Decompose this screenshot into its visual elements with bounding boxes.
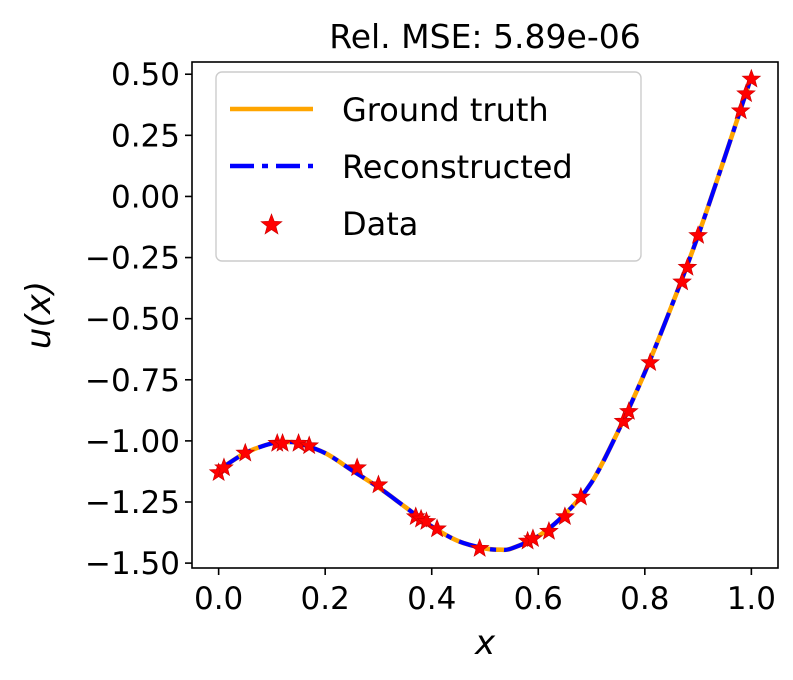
y-tick-label: 0.25 (111, 118, 180, 154)
y-tick-label: −1.50 (85, 546, 180, 582)
data-point (688, 225, 708, 244)
x-tick-label: 0.6 (514, 581, 563, 617)
data-point (555, 506, 575, 526)
data-point (677, 256, 698, 276)
data-point (347, 457, 367, 477)
x-tick-label: 1.0 (727, 581, 776, 617)
x-tick-label: 0.0 (194, 581, 243, 617)
y-tick-label: −0.50 (85, 302, 180, 338)
data-point (730, 100, 751, 120)
series-reconstructed-line (217, 76, 754, 552)
legend-handle-data (260, 213, 283, 235)
y-tick-label: 0.50 (111, 57, 180, 93)
y-tick-label: −1.25 (85, 485, 180, 521)
data-point (368, 474, 389, 494)
data-point (571, 486, 591, 506)
x-axis-label: x (474, 623, 496, 663)
y-tick-label: 0.00 (111, 179, 180, 215)
data-point (214, 457, 234, 477)
data-point (469, 538, 490, 557)
data-point (427, 518, 447, 538)
data-point (613, 410, 634, 430)
data-point (299, 435, 320, 455)
data-point (288, 432, 309, 452)
x-tick-label: 0.4 (407, 581, 456, 617)
x-tick-label: 0.2 (301, 581, 350, 617)
plot-frame (191, 61, 779, 569)
data-point (672, 271, 692, 291)
y-tick-label: −0.75 (85, 363, 180, 399)
chart-title: Rel. MSE: 5.89e-06 (329, 17, 640, 56)
legend-label-ground-truth: Ground truth (342, 91, 549, 129)
y-tick-label: −0.25 (85, 241, 180, 277)
legend-label-reconstructed: Reconstructed (342, 148, 573, 186)
data-point (736, 83, 756, 103)
data-point (741, 68, 762, 88)
data-point (640, 352, 660, 372)
data-point (539, 520, 559, 540)
y-axis-label: u(x) (19, 281, 59, 349)
data-point (416, 511, 437, 530)
x-tick-label: 0.8 (620, 581, 669, 617)
y-tick-label: −1.00 (85, 424, 180, 460)
legend-label-data: Data (342, 205, 418, 243)
data-point (618, 401, 639, 420)
data-point (235, 442, 256, 462)
legend-box (215, 71, 642, 262)
data-point (523, 528, 543, 548)
